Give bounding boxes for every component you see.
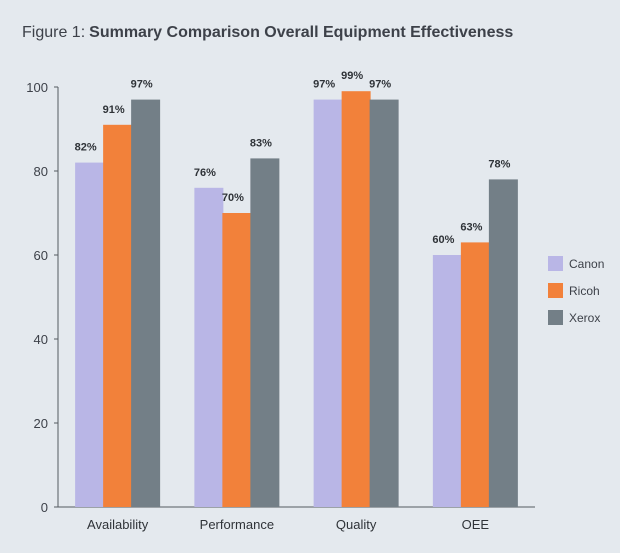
bar-xerox: [369, 99, 399, 507]
bar-canon: [194, 187, 224, 508]
bar-xerox: [250, 158, 280, 507]
data-label: 97%: [131, 79, 153, 91]
legend-label-ricoh: Ricoh: [569, 284, 600, 298]
legend: Canon Ricoh Xerox: [548, 256, 604, 325]
data-label: 99%: [341, 70, 363, 82]
y-tick-label: 40: [34, 332, 48, 347]
data-label: 97%: [313, 79, 335, 91]
data-label: 70%: [222, 192, 244, 204]
y-tick-label: 20: [34, 416, 48, 431]
chart-title: Figure 1: Summary Comparison Overall Equi…: [22, 24, 513, 41]
bar-xerox: [488, 179, 518, 507]
data-labels: 82% 91% 97% 76% 70% 83% 97% 99% 97% 60% 63% 78%: [75, 70, 511, 246]
legend-swatch-ricoh: [548, 283, 563, 298]
bar-ricoh: [460, 242, 490, 507]
bar-canon: [432, 255, 462, 507]
legend-label-canon: Canon: [569, 257, 604, 271]
x-tick-label: Performance: [200, 517, 274, 532]
bar-xerox: [131, 99, 161, 507]
y-tick-label: 80: [34, 164, 48, 179]
y-tick-label: 60: [34, 248, 48, 263]
bar-ricoh: [222, 213, 252, 507]
bar-canon: [75, 162, 105, 507]
legend-swatch-xerox: [548, 310, 563, 325]
legend-label-xerox: Xerox: [569, 311, 600, 325]
data-label: 97%: [369, 79, 391, 91]
bar-ricoh: [341, 91, 371, 507]
data-label: 83%: [250, 137, 272, 149]
data-label: 76%: [194, 167, 216, 179]
chart-title-prefix: Figure 1:: [22, 24, 85, 41]
bars: [75, 91, 518, 508]
data-label: 82%: [75, 142, 97, 154]
y-tick-label: 0: [41, 500, 48, 515]
bar-canon: [313, 99, 343, 507]
data-label: 60%: [432, 234, 454, 246]
y-tick-label: 100: [26, 80, 48, 95]
data-label: 63%: [460, 221, 482, 233]
x-tick-label: Quality: [336, 517, 377, 532]
data-label: 78%: [488, 158, 510, 170]
x-tick-label: Availability: [87, 517, 149, 532]
axes: 0 20 40 60 80 100 Availability Performance Quali…: [26, 80, 535, 532]
bar-ricoh: [103, 124, 133, 508]
data-label: 91%: [103, 104, 125, 116]
x-tick-label: OEE: [462, 517, 490, 532]
legend-swatch-canon: [548, 256, 563, 271]
chart-title-main: Summary Comparison Overall Equipment Eff…: [89, 24, 513, 41]
